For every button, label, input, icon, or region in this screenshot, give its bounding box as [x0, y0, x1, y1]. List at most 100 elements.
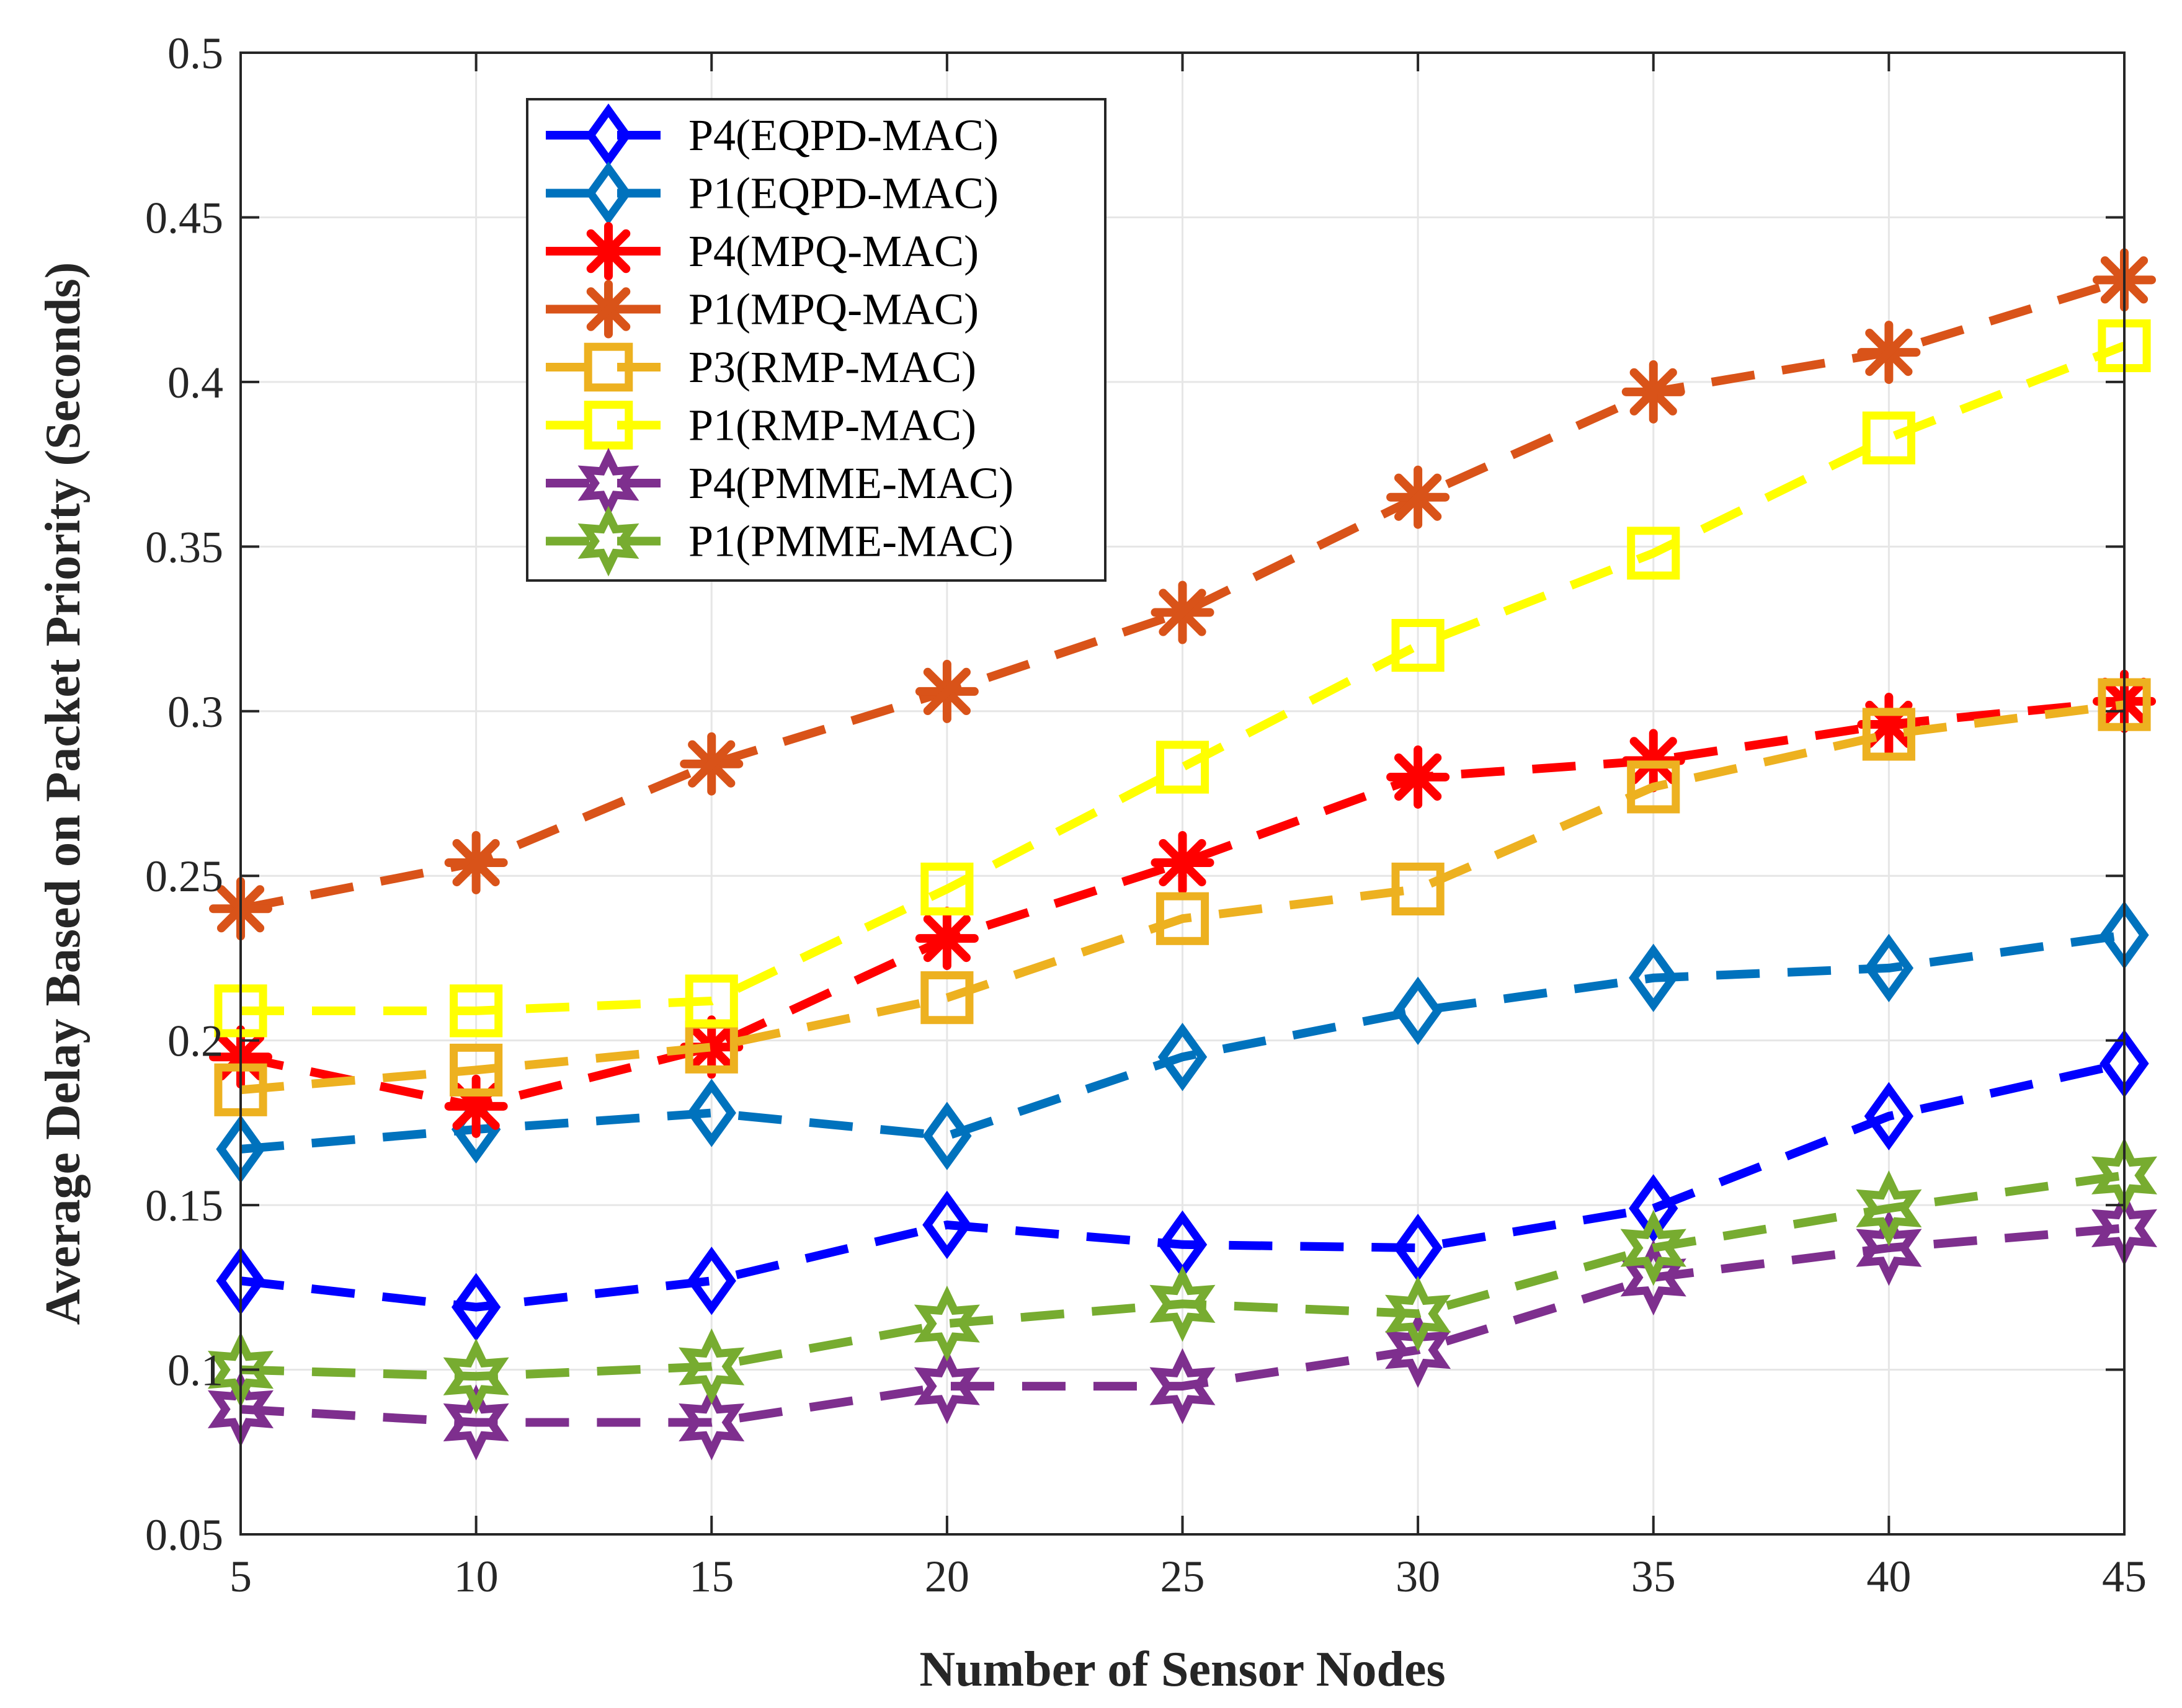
- legend-label: P4(EQPD-MAC): [688, 110, 999, 160]
- y-tick-label: 0.1: [167, 1346, 223, 1395]
- hexagram-marker: [443, 1384, 509, 1461]
- legend-label: P4(MPQ-MAC): [688, 226, 979, 276]
- data-point: [451, 1273, 501, 1341]
- x-tick-label: 45: [2102, 1552, 2147, 1601]
- legend-marker: [586, 161, 631, 225]
- data-point: [1386, 465, 1450, 529]
- series-P1(RMP-MAC): [214, 319, 2151, 1038]
- diamond-marker: [1864, 933, 1914, 1002]
- series-line: [240, 930, 2125, 1154]
- data-point: [915, 907, 979, 971]
- data-point: [1391, 619, 1445, 672]
- y-tick-label: 0.05: [145, 1510, 223, 1560]
- diamond-marker: [586, 103, 631, 167]
- hexagram-marker: [1149, 1348, 1216, 1425]
- square-marker: [1156, 741, 1209, 794]
- data-point: [450, 984, 503, 1038]
- data-point: [922, 1190, 972, 1260]
- hexagram-marker: [1149, 1266, 1216, 1342]
- axes: 5 10 15 20 25 30 35 40 45 0.05 0.1 0.15 0.2 0.25 0.3 0.…: [145, 29, 2147, 1601]
- data-point: [1864, 1082, 1914, 1150]
- legend-entry: P4(MPQ-MAC): [546, 222, 979, 280]
- data-point: [443, 1384, 509, 1461]
- legend-marker: [586, 103, 631, 167]
- hexagram-marker: [443, 1338, 509, 1415]
- data-point: [1393, 1214, 1443, 1283]
- data-point: [1385, 1276, 1451, 1352]
- y-tick-label: 0.5: [167, 29, 223, 78]
- legend-label: P1(MPQ-MAC): [688, 285, 979, 334]
- x-tick-label: 15: [689, 1552, 734, 1601]
- square-marker: [920, 971, 974, 1025]
- asterisk-arm: [688, 1023, 736, 1071]
- square-marker: [450, 984, 503, 1038]
- y-tick-label: 0.45: [145, 193, 223, 242]
- asterisk-arm: [452, 838, 500, 887]
- legend-marker: [577, 505, 639, 577]
- hexagram-marker: [914, 1285, 980, 1362]
- diamond-marker: [451, 1273, 501, 1341]
- data-point: [1156, 892, 1209, 945]
- legend-label: P1(PMME-MAC): [688, 517, 1013, 566]
- y-tick-label: 0.35: [145, 522, 223, 572]
- square-marker: [584, 401, 633, 450]
- diamond-marker: [1629, 1174, 1678, 1243]
- data-point: [1149, 1348, 1216, 1425]
- data-point: [914, 1285, 980, 1362]
- legend-entry: P1(PMME-MAC): [546, 505, 1013, 577]
- diamond-marker: [1393, 976, 1443, 1046]
- asterisk-arm: [1865, 328, 1913, 376]
- x-axis-title: Number of Sensor Nodes: [919, 1642, 1445, 1697]
- asterisk-arm: [1394, 473, 1442, 521]
- legend-marker: [584, 342, 633, 392]
- data-point: [1386, 745, 1450, 809]
- hexagram-marker: [1856, 1170, 1922, 1247]
- asterisk-arm: [923, 914, 971, 963]
- hexagram-marker: [1856, 1209, 1922, 1286]
- data-point: [680, 732, 744, 796]
- square-marker: [1627, 760, 1680, 814]
- y-tick-label: 0.4: [167, 358, 223, 407]
- diamond-marker: [687, 1247, 736, 1315]
- legend-marker: [584, 401, 633, 450]
- data-point: [1627, 760, 1680, 814]
- data-point: [679, 1384, 745, 1461]
- data-point: [915, 659, 979, 723]
- hexagram-marker: [914, 1348, 980, 1425]
- series-line: [240, 1059, 2126, 1312]
- data-point: [444, 830, 508, 894]
- legend-box: [526, 98, 1107, 582]
- diamond-marker: [586, 161, 631, 225]
- data-point: [1391, 862, 1445, 916]
- hexagram-marker: [577, 505, 639, 577]
- square-marker: [1862, 411, 1915, 465]
- data-point: [1857, 321, 1921, 385]
- legend-entry: P1(MPQ-MAC): [546, 280, 979, 339]
- data-point: [1864, 933, 1914, 1002]
- data-point: [922, 1101, 972, 1170]
- legend-entry: P4(EQPD-MAC): [546, 103, 999, 167]
- hexagram-marker: [1620, 1209, 1686, 1286]
- series-P3(RMP-MAC): [214, 678, 2151, 1116]
- asterisk-arm: [1629, 368, 1677, 416]
- legend-marker: [579, 280, 638, 339]
- x-tick-label: 40: [1866, 1552, 1911, 1601]
- diamond-marker: [1393, 1214, 1443, 1283]
- x-tick-label: 5: [229, 1552, 252, 1601]
- data-point: [1856, 1170, 1922, 1247]
- data-point: [1862, 708, 1915, 761]
- asterisk-arm: [1159, 838, 1206, 887]
- data-point: [914, 1348, 980, 1425]
- data-point: [1393, 976, 1443, 1046]
- series-line: [240, 1171, 2125, 1381]
- data-point: [450, 1043, 503, 1097]
- asterisk-arm: [586, 229, 631, 274]
- series-line: [239, 275, 2126, 914]
- asterisk-arm: [586, 287, 631, 331]
- data-point: [1862, 411, 1915, 465]
- x-tick-label: 30: [1396, 1552, 1440, 1601]
- series-line: [240, 1224, 2125, 1427]
- legend-label: P1(EQPD-MAC): [688, 169, 999, 218]
